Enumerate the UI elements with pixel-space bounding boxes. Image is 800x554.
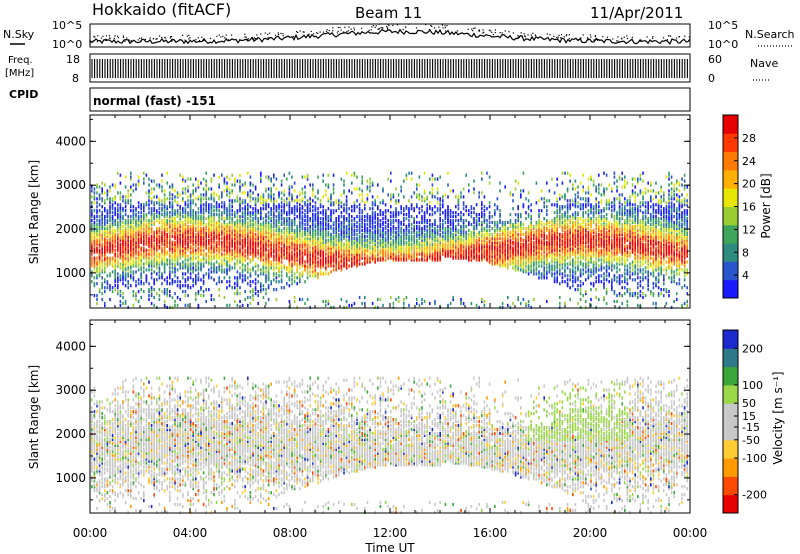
date-title: 11/Apr/2011	[590, 4, 683, 22]
colorbar-swatch	[723, 279, 738, 299]
nave-tick-bottom: 0	[708, 72, 715, 85]
colorbar-swatch	[723, 384, 738, 404]
freq-trace	[91, 59, 688, 78]
colorbar-swatch	[723, 330, 738, 349]
colorbar-tick-label: 4	[742, 269, 749, 282]
power-colorbar-ticks: 4 8 12 16 20 24 28	[734, 132, 756, 282]
colorbar-swatch	[723, 188, 738, 207]
time-tick-label: 20:00	[573, 526, 608, 540]
power-panel: 1000 2000 3000 4000 Slant Range [km]	[27, 114, 691, 309]
colorbar-swatch	[723, 169, 738, 189]
time-tick-label: 12:00	[373, 526, 408, 540]
colorbar-swatch	[723, 133, 738, 153]
nsky-tick-bottom: 10^0	[52, 38, 82, 51]
range-tick-label: 2000	[55, 427, 86, 441]
cpid-label: CPID	[9, 88, 38, 101]
nsearch-label: N.Search	[745, 28, 795, 41]
range-tick-label: 4000	[55, 339, 86, 353]
power-colorbar-label: Power [dB]	[759, 173, 773, 238]
nsky-trace	[89, 23, 691, 45]
cpid-panel: CPID normal (fast) -151	[9, 87, 691, 112]
colorbar-tick-label: 200	[742, 342, 763, 355]
power-ylabel: Slant Range [km]	[27, 160, 41, 264]
cpid-text: normal (fast) -151	[93, 94, 216, 108]
colorbar-tick-label: 12	[742, 223, 756, 236]
colorbar-swatch	[723, 476, 738, 496]
freq-unit: [MHz]	[5, 68, 34, 79]
colorbar-tick-label: 100	[742, 379, 763, 392]
nsearch-tick-bottom: 10^0	[708, 38, 738, 51]
freq-panel: Freq. [MHz] 18 8 60 0 Nave	[5, 53, 778, 85]
colorbar-swatch	[723, 115, 738, 134]
colorbar-tick-label: -15	[742, 421, 760, 434]
colorbar-tick-label: 20	[742, 178, 756, 191]
time-tick-label: 00:00	[73, 526, 108, 540]
range-tick-label: 1000	[55, 471, 86, 485]
colorbar-tick-label: -200	[742, 489, 767, 502]
colorbar-tick-label: 8	[742, 246, 749, 259]
time-tick-label: 04:00	[173, 526, 208, 540]
colorbar-tick-label: 28	[742, 132, 756, 145]
colorbar-swatch	[723, 403, 738, 422]
velocity-ylabel: Slant Range [km]	[27, 365, 41, 469]
range-tick-label: 1000	[55, 266, 86, 280]
beam-title: Beam 11	[355, 4, 422, 22]
nsearch-tick-top: 10^5	[708, 19, 738, 32]
colorbar-tick-label: -100	[742, 452, 767, 465]
nsky-tick-top: 10^5	[52, 19, 82, 32]
time-tick-label: 00:00	[673, 526, 708, 540]
range-tick-label: 2000	[55, 222, 86, 236]
colorbar-tick-label: 24	[742, 155, 756, 168]
colorbar-swatch	[723, 206, 738, 226]
station-title: Hokkaido (fitACF)	[92, 0, 231, 19]
time-axis: 00:00 04:00 08:00 12:00 16:00 20:00 00:00	[73, 115, 708, 540]
colorbar-swatch	[723, 458, 738, 477]
colorbar-swatch	[723, 439, 738, 459]
range-tick-label: 3000	[55, 383, 86, 397]
colorbar-swatch	[723, 494, 738, 514]
time-axis-title: Time UT	[364, 541, 415, 554]
freq-tick-top: 18	[66, 53, 80, 66]
nave-label: Nave	[750, 57, 778, 70]
colorbar-swatch	[723, 348, 738, 368]
colorbar-swatch	[723, 224, 738, 244]
velocity-panel: 1000 2000 3000 4000 Slant Range [km]	[27, 319, 691, 514]
range-tick-label: 4000	[55, 134, 86, 148]
colorbar-swatch	[723, 366, 738, 386]
range-tick-label: 3000	[55, 178, 86, 192]
power-data	[91, 171, 688, 309]
velocity-colorbar-label: Velocity [m s⁻¹]	[771, 371, 785, 464]
colorbar-swatch	[723, 151, 738, 171]
time-tick-label: 08:00	[273, 526, 308, 540]
freq-tick-bottom: 8	[72, 72, 79, 85]
colorbar-tick-label: 15	[742, 410, 756, 423]
power-yaxis: 1000 2000 3000 4000	[55, 118, 690, 296]
velocity-data	[91, 376, 688, 514]
colorbar-swatch	[723, 421, 738, 441]
nave-tick-top: 60	[708, 53, 722, 66]
colorbar-tick-label: 16	[742, 201, 756, 214]
nsky-panel: N.Sky 10^5 10^0 10^5 10^0 N.Search	[3, 19, 795, 51]
velocity-yaxis: 1000 2000 3000 4000	[55, 323, 690, 501]
colorbar-tick-label: -50	[742, 434, 760, 447]
colorbar-swatch	[723, 261, 738, 281]
time-tick-label: 16:00	[473, 526, 508, 540]
velocity-colorbar-swatches	[723, 330, 738, 514]
freq-label: Freq.	[8, 55, 33, 66]
colorbar-swatch	[723, 243, 738, 262]
power-colorbar: 4 8 12 16 20 24 28 Power [dB]	[722, 114, 773, 299]
nsky-label: N.Sky	[3, 28, 35, 41]
colorbar-tick-label: 50	[742, 397, 756, 410]
